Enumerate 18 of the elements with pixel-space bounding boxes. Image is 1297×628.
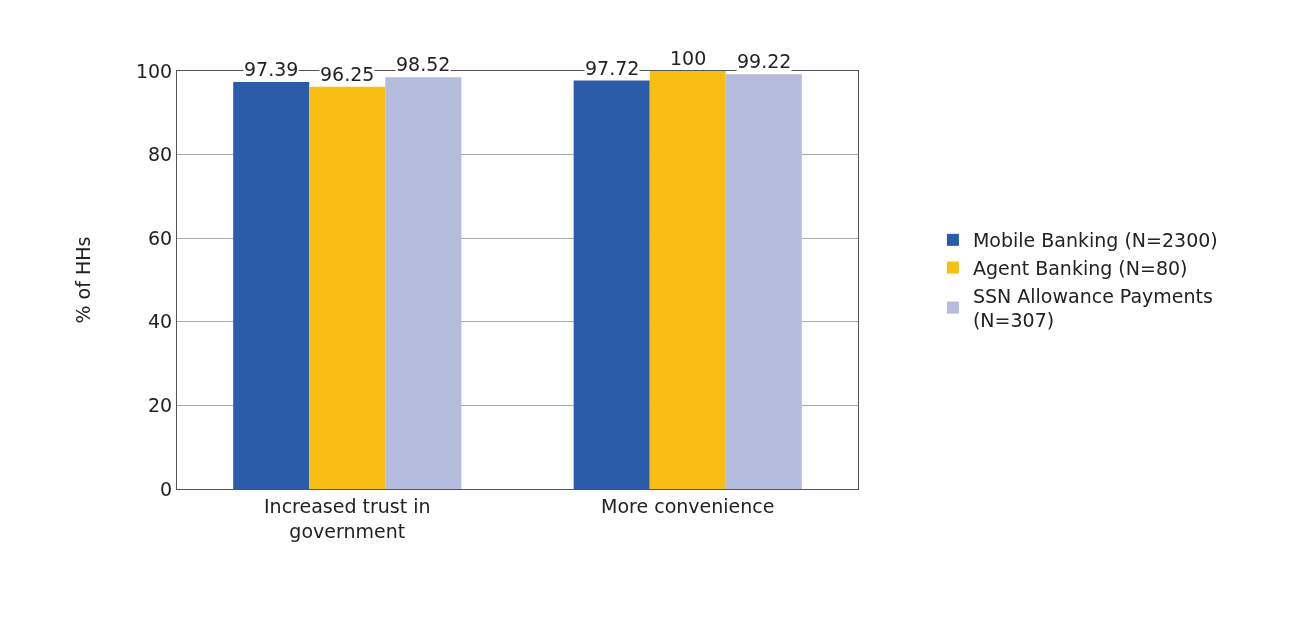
legend-label: Mobile Banking (N=2300) bbox=[972, 229, 1218, 252]
y-axis-title: % of HHs bbox=[71, 236, 94, 324]
x-tick-label: Increased trust in government bbox=[263, 494, 431, 542]
y-tick-label: 60 bbox=[148, 226, 173, 249]
legend-label: Agent Banking (N=80) bbox=[972, 256, 1188, 279]
data-label: 99.22 bbox=[737, 50, 792, 72]
y-tick-label: 0 bbox=[160, 477, 173, 500]
legend-label: SSN Allowance Payments (N=307) bbox=[972, 284, 1213, 332]
y-tick-label: 40 bbox=[148, 310, 173, 333]
y-tick-label: 100 bbox=[135, 59, 173, 82]
x-tick-label: More convenience bbox=[601, 494, 775, 517]
y-tick-label: 20 bbox=[148, 394, 173, 417]
data-label: 97.39 bbox=[244, 58, 299, 80]
data-label: 97.72 bbox=[585, 57, 640, 79]
data-label: 98.52 bbox=[396, 53, 451, 75]
y-tick-label: 80 bbox=[148, 143, 173, 166]
data-label: 96.25 bbox=[320, 63, 375, 85]
data-label: 100 bbox=[670, 47, 707, 69]
